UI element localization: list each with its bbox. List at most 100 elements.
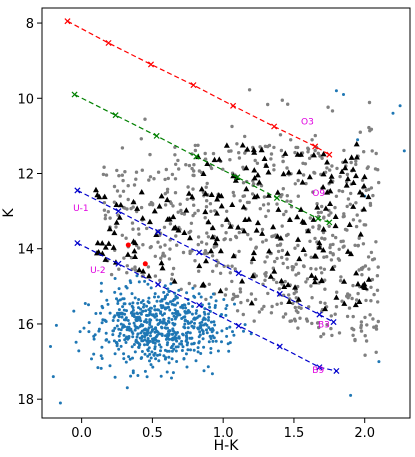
- gray-star-point: [249, 261, 254, 265]
- gray-star-point: [339, 275, 343, 279]
- triangle-point: [124, 251, 131, 257]
- triangle-point: [353, 270, 360, 276]
- blue-star-point: [131, 308, 135, 312]
- triangle-point: [216, 156, 223, 162]
- blue-star-point: [156, 308, 160, 312]
- vector-x-marker: [234, 174, 241, 181]
- blue-star-point: [209, 351, 213, 355]
- reddening-vector-line: [67, 20, 330, 156]
- gray-star-point: [254, 245, 258, 249]
- blue-star-point: [220, 329, 224, 333]
- triangle-point: [215, 192, 222, 198]
- triangle-point: [136, 266, 143, 273]
- triangle-point: [92, 186, 99, 193]
- triangle-point: [208, 191, 215, 197]
- triangle-point: [348, 154, 355, 160]
- triangle-point: [297, 206, 304, 212]
- blue-star-point: [203, 317, 207, 321]
- blue-star-point: [211, 292, 215, 296]
- triangle-point: [300, 246, 307, 252]
- gray-star-point: [179, 287, 183, 291]
- blue-star-point: [186, 348, 190, 352]
- blue-star-point: [134, 340, 138, 344]
- triangle-point: [343, 182, 350, 188]
- gray-star-point: [358, 130, 362, 134]
- gray-star-point: [146, 265, 151, 269]
- gray-star-point: [288, 319, 292, 323]
- gray-star-point: [301, 173, 306, 177]
- gray-star-point: [313, 133, 317, 138]
- gray-star-point: [266, 202, 271, 206]
- blue-star-point: [83, 302, 87, 305]
- gray-star-point: [278, 133, 283, 137]
- blue-star-point: [160, 326, 164, 330]
- gray-star-point: [325, 166, 329, 170]
- blue-star-layer: [49, 89, 406, 405]
- gray-star-point: [311, 225, 315, 229]
- vector-x-marker: [230, 102, 237, 109]
- blue-star-point: [176, 331, 179, 334]
- triangle-point: [256, 179, 263, 185]
- gray-star-point: [145, 226, 149, 231]
- blue-star-point: [120, 315, 124, 319]
- blue-star-point: [155, 318, 159, 322]
- gray-star-point: [317, 325, 321, 330]
- blue-star-point: [131, 306, 135, 310]
- triangle-point: [196, 262, 203, 269]
- blue-star-point: [232, 333, 236, 337]
- blue-star-point: [127, 355, 131, 359]
- gray-star-point: [159, 256, 163, 260]
- blue-star-point: [177, 288, 181, 292]
- triangle-point: [308, 272, 315, 278]
- gray-star-point: [356, 291, 360, 296]
- blue-star-point: [92, 337, 96, 341]
- gray-star-point: [286, 265, 290, 270]
- triangle-point: [258, 146, 265, 153]
- blue-star-point: [130, 330, 134, 334]
- blue-star-point: [99, 354, 103, 358]
- blue-star-point: [175, 296, 179, 300]
- vector-x-marker: [155, 281, 162, 288]
- blue-star-point: [132, 321, 136, 325]
- blue-star-point: [122, 352, 126, 356]
- triangle-point: [102, 256, 109, 262]
- blue-star-point: [125, 335, 129, 339]
- gray-star-point: [331, 233, 335, 238]
- blue-star-point: [143, 343, 146, 347]
- gray-star-point: [296, 310, 300, 315]
- blue-star-point: [139, 307, 143, 311]
- blue-star-point: [163, 312, 166, 316]
- gray-star-point: [179, 208, 183, 213]
- gray-star-point: [247, 200, 251, 205]
- blue-star-point: [202, 369, 206, 373]
- triangle-point: [275, 206, 282, 212]
- blue-star-point: [208, 305, 212, 309]
- blue-star-point: [122, 318, 126, 322]
- blue-star-point: [202, 323, 206, 327]
- blue-star-point: [176, 301, 180, 305]
- gray-star-point: [293, 305, 297, 310]
- gray-star-point: [298, 316, 302, 320]
- gray-star-point: [203, 216, 207, 220]
- triangle-point: [320, 183, 327, 190]
- gray-star-point: [115, 189, 120, 193]
- gray-star-point: [170, 277, 174, 281]
- x-axis-label: H-K: [214, 438, 240, 454]
- gray-star-point: [124, 236, 128, 240]
- triangle-point: [158, 259, 165, 266]
- gray-star-point: [259, 184, 264, 188]
- blue-star-point: [143, 338, 147, 342]
- blue-star-point: [128, 328, 131, 332]
- gray-star-point: [328, 168, 332, 172]
- blue-star-point: [184, 334, 188, 338]
- vector-x-marker: [330, 319, 337, 326]
- triangle-point: [203, 257, 210, 264]
- triangle-point: [242, 216, 249, 223]
- triangle-point: [170, 213, 177, 220]
- gray-star-point: [317, 224, 322, 229]
- gray-star-point: [319, 334, 323, 339]
- triangle-point: [296, 255, 303, 262]
- blue-star-point: [113, 352, 117, 356]
- gray-star-point: [345, 314, 350, 319]
- triangle-point: [327, 188, 334, 194]
